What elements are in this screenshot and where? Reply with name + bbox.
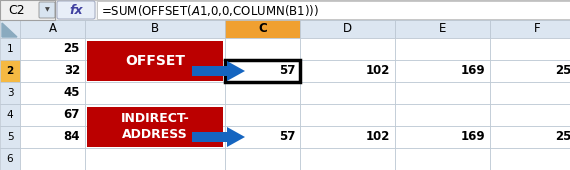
- Bar: [395, 126, 490, 148]
- Bar: [87, 41, 223, 81]
- Bar: [20, 126, 85, 148]
- Text: 4: 4: [7, 110, 13, 120]
- Bar: [490, 38, 570, 60]
- Bar: [225, 38, 300, 60]
- Text: 57: 57: [279, 64, 295, 78]
- Bar: [85, 148, 225, 170]
- Bar: [300, 104, 395, 126]
- Bar: [395, 20, 490, 38]
- Text: 169: 169: [461, 131, 485, 143]
- Bar: [0, 20, 20, 38]
- Bar: [490, 148, 570, 170]
- Bar: [85, 126, 225, 148]
- Text: E: E: [439, 22, 446, 36]
- Bar: [395, 82, 490, 104]
- Bar: [225, 104, 300, 126]
- Bar: [0, 126, 20, 148]
- Bar: [87, 107, 223, 147]
- Bar: [395, 148, 490, 170]
- Text: 45: 45: [63, 87, 80, 99]
- Bar: [490, 126, 570, 148]
- Text: 102: 102: [365, 131, 390, 143]
- Bar: [395, 60, 490, 82]
- Bar: [0, 0, 570, 20]
- Bar: [395, 104, 490, 126]
- Text: 6: 6: [7, 154, 13, 164]
- Text: 102: 102: [365, 64, 390, 78]
- Bar: [20, 60, 85, 82]
- Text: 25: 25: [64, 42, 80, 55]
- Bar: [395, 38, 490, 60]
- Bar: [225, 60, 300, 82]
- Text: 57: 57: [279, 131, 295, 143]
- Bar: [0, 60, 20, 82]
- Polygon shape: [227, 127, 245, 147]
- Bar: [20, 20, 85, 38]
- Bar: [97, 1, 570, 19]
- Text: 3: 3: [7, 88, 13, 98]
- Bar: [85, 38, 225, 60]
- Bar: [300, 148, 395, 170]
- Bar: [490, 82, 570, 104]
- Text: 32: 32: [64, 64, 80, 78]
- Polygon shape: [2, 23, 17, 37]
- Text: ▼: ▼: [44, 7, 50, 13]
- Text: 84: 84: [63, 131, 80, 143]
- Text: 253: 253: [556, 64, 570, 78]
- Bar: [225, 82, 300, 104]
- Bar: [20, 38, 85, 60]
- Text: C2: C2: [8, 4, 25, 16]
- Bar: [85, 60, 225, 82]
- FancyBboxPatch shape: [57, 1, 95, 19]
- Bar: [0, 82, 20, 104]
- Bar: [192, 66, 227, 76]
- Text: A: A: [48, 22, 56, 36]
- Bar: [490, 104, 570, 126]
- Bar: [20, 82, 85, 104]
- Bar: [0, 148, 20, 170]
- Polygon shape: [227, 61, 245, 81]
- Bar: [225, 148, 300, 170]
- FancyBboxPatch shape: [39, 2, 55, 18]
- Bar: [0, 104, 20, 126]
- Text: F: F: [534, 22, 541, 36]
- Text: OFFSET: OFFSET: [125, 54, 185, 68]
- Bar: [225, 60, 300, 82]
- Bar: [490, 60, 570, 82]
- Bar: [300, 38, 395, 60]
- Bar: [85, 82, 225, 104]
- Bar: [300, 20, 395, 38]
- Bar: [0, 38, 20, 60]
- Text: 5: 5: [7, 132, 13, 142]
- Text: B: B: [151, 22, 159, 36]
- Text: 1: 1: [7, 44, 13, 54]
- Text: 169: 169: [461, 64, 485, 78]
- Bar: [300, 82, 395, 104]
- Text: C: C: [258, 22, 267, 36]
- Bar: [490, 20, 570, 38]
- Bar: [20, 104, 85, 126]
- Bar: [300, 60, 395, 82]
- Text: fx: fx: [69, 4, 83, 16]
- Bar: [192, 132, 227, 142]
- Bar: [85, 20, 225, 38]
- Text: D: D: [343, 22, 352, 36]
- Bar: [300, 126, 395, 148]
- Text: INDIRECT-
ADDRESS: INDIRECT- ADDRESS: [121, 113, 189, 141]
- Bar: [225, 126, 300, 148]
- Bar: [20, 148, 85, 170]
- Text: 67: 67: [64, 108, 80, 122]
- Text: =SUM(OFFSET($A$1,0,0,COLUMN(B1))): =SUM(OFFSET($A$1,0,0,COLUMN(B1))): [101, 3, 319, 18]
- Text: 253: 253: [556, 131, 570, 143]
- Bar: [225, 20, 300, 38]
- Bar: [0, 0, 55, 20]
- Text: 2: 2: [6, 66, 14, 76]
- Bar: [85, 104, 225, 126]
